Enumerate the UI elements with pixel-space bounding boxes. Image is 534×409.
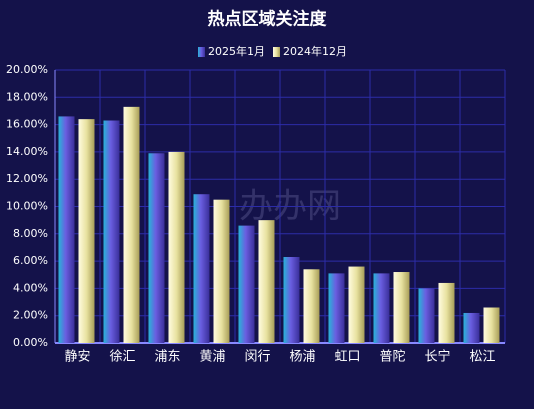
bar: [463, 312, 480, 343]
x-tick-label: 松江: [469, 350, 495, 365]
bar: [373, 273, 390, 343]
y-tick-label: 10.00%: [6, 200, 48, 213]
bar: [483, 307, 500, 343]
bar: [58, 116, 75, 343]
bar: [213, 199, 230, 343]
bar: [393, 272, 410, 343]
bar: [418, 288, 435, 343]
y-tick-label: 2.00%: [13, 309, 48, 322]
x-tick-label: 静安: [64, 350, 90, 365]
legend-label: 2024年12月: [283, 44, 347, 58]
x-tick-label: 浦东: [154, 350, 180, 365]
bar: [148, 153, 165, 343]
y-tick-label: 20.00%: [6, 63, 48, 76]
y-tick-label: 0.00%: [13, 336, 48, 349]
y-tick-label: 18.00%: [6, 90, 48, 103]
bar: [168, 151, 185, 343]
legend-swatch: [198, 47, 205, 57]
x-tick-label: 徐汇: [109, 350, 135, 365]
legend-label: 2025年1月: [208, 44, 265, 58]
x-tick-label: 长宁: [424, 349, 450, 365]
x-tick-label: 虹口: [334, 350, 360, 365]
y-tick-label: 12.00%: [6, 172, 48, 185]
bar: [258, 220, 275, 343]
y-tick-label: 6.00%: [13, 254, 48, 267]
bar: [193, 194, 210, 343]
bar: [238, 225, 255, 343]
y-tick-label: 14.00%: [6, 145, 48, 158]
x-tick-label: 黄浦: [199, 350, 225, 365]
legend-swatch: [273, 47, 280, 57]
x-tick-label: 闵行: [244, 350, 270, 365]
y-tick-label: 4.00%: [13, 281, 48, 294]
bar: [123, 106, 140, 343]
bar: [78, 119, 95, 343]
chart-title: 热点区域关注度: [208, 9, 328, 30]
x-tick-label: 普陀: [379, 349, 405, 365]
y-tick-label: 16.00%: [6, 118, 48, 131]
bar: [303, 269, 320, 343]
y-tick-label: 8.00%: [13, 227, 48, 240]
bar: [348, 266, 365, 343]
x-tick-label: 杨浦: [289, 350, 315, 365]
bar: [438, 282, 455, 343]
bar: [103, 120, 120, 343]
bar: [283, 257, 300, 343]
bar: [328, 273, 345, 343]
